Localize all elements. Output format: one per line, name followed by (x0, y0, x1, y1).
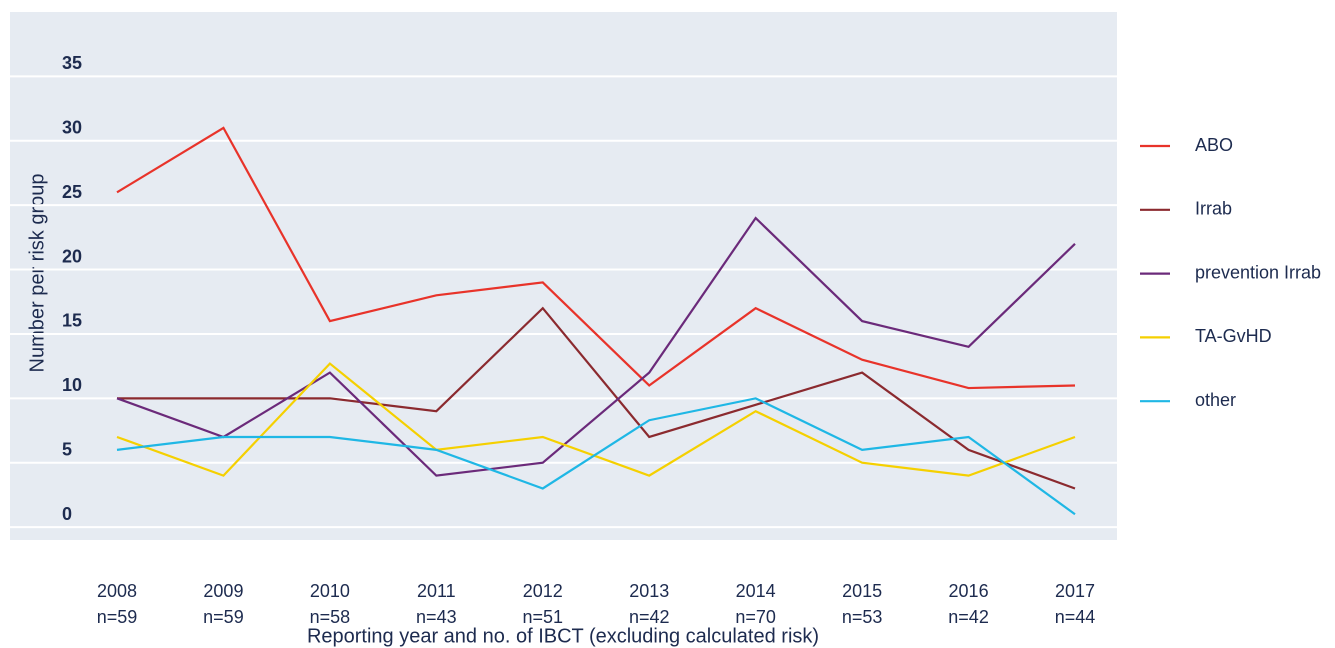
x-axis-label: Reporting year and no. of IBCT (excludin… (307, 625, 819, 647)
y-tick-label: 35 (62, 53, 82, 73)
x-tick-label: 2008 (97, 581, 137, 601)
series-line (117, 306, 1076, 490)
y-tick-label: 15 (62, 311, 82, 331)
x-tick-count: n=59 (203, 607, 244, 627)
x-tick-count: n=51 (523, 607, 564, 627)
x-tick-count: n=42 (629, 607, 670, 627)
y-tick-label: 25 (62, 182, 82, 202)
x-tick-count: n=58 (310, 607, 351, 627)
legend-label: prevention Irrab (1195, 262, 1321, 282)
legend-label: TA-GvHD (1195, 326, 1272, 346)
series-line (116, 362, 1076, 477)
y-axis-label: Number per risk group (26, 174, 48, 373)
x-tick-count: n=70 (735, 607, 776, 627)
x-tick-label: 2015 (842, 581, 882, 601)
y-tick-label: 0 (62, 504, 72, 524)
x-tick-label: 2017 (1055, 581, 1095, 601)
legend-label: other (1195, 390, 1236, 410)
x-tick-label: 2009 (203, 581, 243, 601)
x-tick-label: 2014 (736, 581, 776, 601)
x-tick-count: n=43 (416, 607, 457, 627)
legend-label: Irrab (1195, 199, 1232, 219)
x-tick-label: 2016 (949, 581, 989, 601)
series-line (116, 397, 1076, 516)
x-tick-label: 2011 (417, 581, 456, 601)
y-tick-label: 10 (62, 375, 82, 395)
y-tick-label: 30 (62, 118, 82, 138)
plot-background (10, 12, 1117, 540)
series-line (116, 126, 1076, 390)
x-tick-count: n=53 (842, 607, 883, 627)
x-tick-count: n=44 (1055, 607, 1096, 627)
legend-label: ABO (1195, 135, 1233, 155)
y-tick-label: 5 (62, 439, 72, 459)
x-tick-count: n=42 (948, 607, 989, 627)
series-line (116, 216, 1076, 477)
x-tick-label: 2013 (629, 581, 669, 601)
x-tick-label: 2012 (523, 581, 563, 601)
x-tick-count: n=59 (97, 607, 138, 627)
y-tick-label: 20 (62, 246, 82, 266)
x-tick-label: 2010 (310, 581, 350, 601)
